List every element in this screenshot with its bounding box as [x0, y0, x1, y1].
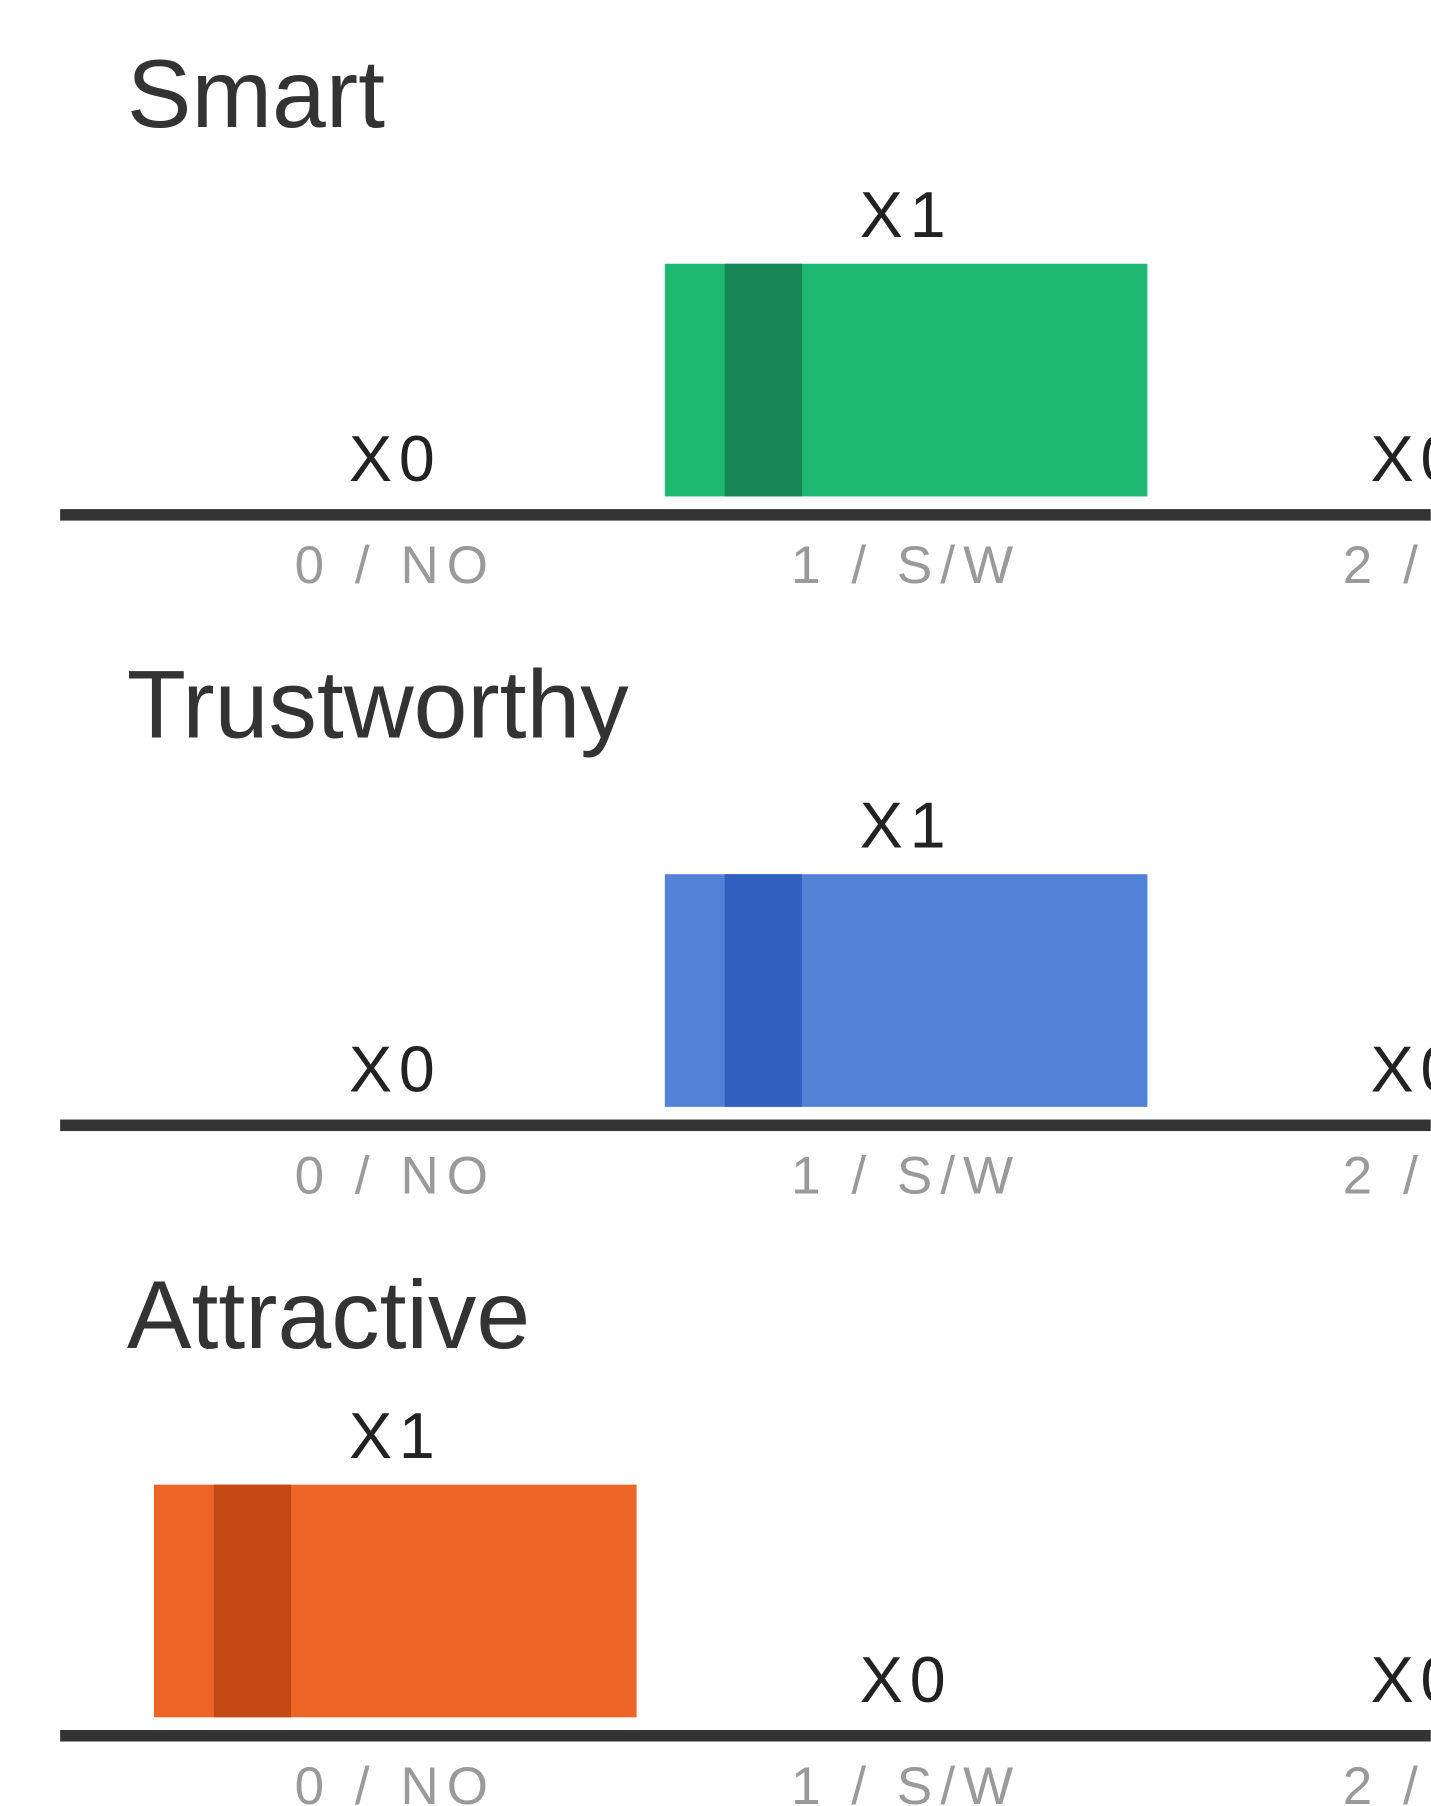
- bar-highlight: [724, 263, 802, 497]
- value-label: X0: [1371, 1644, 1431, 1716]
- chart-title: Attractive: [127, 1260, 530, 1369]
- bar-highlight: [213, 1484, 292, 1718]
- category-label: 1 / S/W: [791, 1146, 1021, 1205]
- value-label: X1: [860, 179, 953, 251]
- category-label: 1 / S/W: [791, 536, 1021, 595]
- axis-line: [60, 1119, 1431, 1132]
- chart-title: Smart: [127, 39, 385, 148]
- category-label: 2 / Y: [1343, 1757, 1431, 1806]
- axis-line: [60, 509, 1431, 521]
- category-label: 0 / NO: [295, 1757, 496, 1806]
- value-label: X0: [860, 1644, 953, 1716]
- value-label: X1: [860, 789, 953, 861]
- value-label: X0: [349, 423, 442, 495]
- value-label: X0: [1371, 1034, 1431, 1106]
- category-label: 1 / S/W: [791, 1757, 1021, 1806]
- bar-highlight: [724, 874, 802, 1107]
- category-label: 2 / Y: [1343, 536, 1431, 595]
- value-label: X1: [349, 1400, 442, 1472]
- chart-title: Trustworthy: [127, 649, 629, 758]
- value-label: X0: [1371, 423, 1431, 495]
- value-label: X0: [349, 1034, 442, 1106]
- category-label: 0 / NO: [295, 1146, 496, 1205]
- category-label: 2 / Y: [1343, 1146, 1431, 1205]
- axis-line: [60, 1729, 1431, 1742]
- category-label: 0 / NO: [295, 536, 496, 595]
